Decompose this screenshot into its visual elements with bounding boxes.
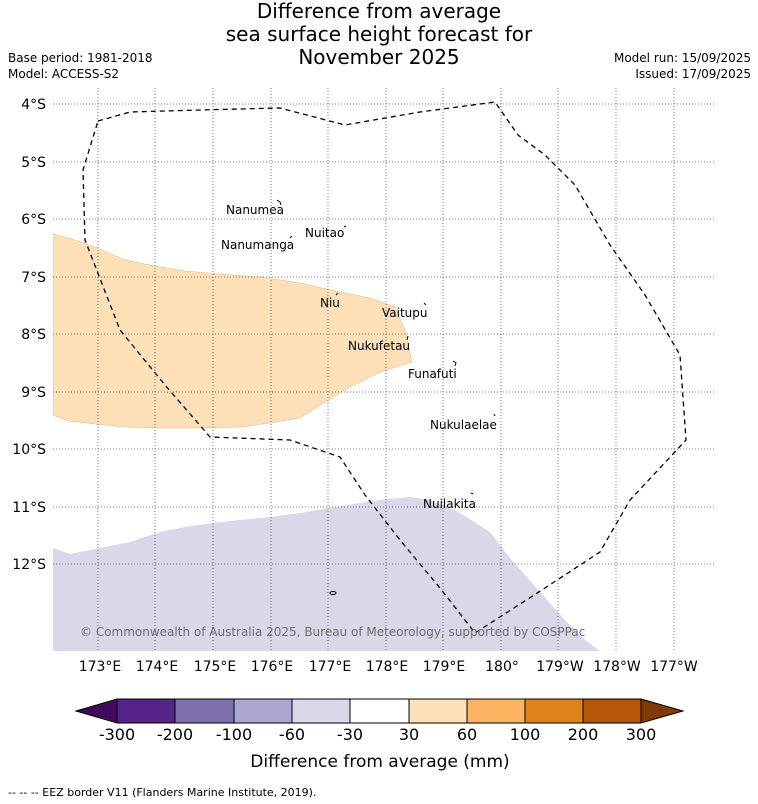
base-period: Base period: 1981-2018 bbox=[8, 51, 153, 65]
place-nukufetau: Nukufetau bbox=[348, 339, 410, 353]
longitude-labels: 173°E 174°E 175°E 176°E 177°E 178°E 179°… bbox=[79, 659, 698, 675]
lat-label-8s: 8°S bbox=[21, 327, 46, 343]
meta-left: Base period: 1981-2018 Model: ACCESS-S2 bbox=[8, 50, 153, 82]
place-funafuti: Funafuti bbox=[408, 367, 457, 381]
colorbar-bin bbox=[524, 698, 584, 724]
lon-label-173e: 173°E bbox=[79, 659, 122, 675]
colorbar: -300 -200 -100 -60 -30 30 60 100 200 300… bbox=[74, 698, 685, 772]
colorbar-tick: 300 bbox=[626, 725, 657, 744]
latitude-labels: 4°S 5°S 6°S 7°S 8°S 9°S 10°S 11°S 12°S bbox=[12, 97, 46, 573]
colorbar-bin bbox=[233, 698, 293, 724]
place-labels: Nanumea Nuitao Nanumanga Niu Vaitupu Nuk… bbox=[221, 203, 497, 511]
place-nukulaelae: Nukulaelae bbox=[430, 418, 497, 432]
colorbar-tick: 30 bbox=[399, 725, 419, 744]
colorbar-tick: 60 bbox=[457, 725, 477, 744]
gridlines bbox=[53, 88, 714, 651]
lon-label-178w: 178°W bbox=[593, 659, 641, 675]
colorbar-tick: -300 bbox=[99, 725, 135, 744]
lat-label-4s: 4°S bbox=[21, 97, 46, 113]
lon-label-178e: 178°E bbox=[366, 659, 409, 675]
place-niu: Niu bbox=[320, 296, 340, 310]
place-nuitao: Nuitao bbox=[305, 226, 344, 240]
eez-footnote: -- -- -- EEZ border V11 (Flanders Marine… bbox=[8, 786, 317, 799]
lon-label-179e: 179°E bbox=[423, 659, 466, 675]
colorbar-bin bbox=[116, 698, 176, 724]
colorbar-bin bbox=[174, 698, 235, 724]
island-niu bbox=[335, 292, 339, 296]
lon-label-177w: 177°W bbox=[650, 659, 698, 675]
colorbar-bin bbox=[582, 698, 642, 724]
colorbar-tick: -60 bbox=[279, 725, 305, 744]
lon-label-176e: 176°E bbox=[251, 659, 294, 675]
map-title: Difference from average sea surface heig… bbox=[0, 0, 758, 69]
model-name: Model: ACCESS-S2 bbox=[8, 67, 120, 81]
colorbar-tick: 200 bbox=[568, 725, 599, 744]
island-vaitupu bbox=[423, 302, 427, 306]
colorbar-tick: -30 bbox=[337, 725, 363, 744]
title-line-3: November 2025 bbox=[298, 45, 460, 69]
colorbar-label: Difference from average (mm) bbox=[250, 752, 509, 772]
colorbar-bin bbox=[291, 698, 351, 724]
colorbar-tick: -100 bbox=[216, 725, 252, 744]
island-nanumanga bbox=[289, 235, 293, 239]
lon-label-180: 180° bbox=[485, 659, 519, 675]
island-nanumea bbox=[276, 199, 282, 206]
colorbar-bin bbox=[349, 698, 410, 724]
lon-label-177e: 177°E bbox=[309, 659, 352, 675]
place-nuilakita: Nuilakita bbox=[423, 497, 476, 511]
island-small bbox=[329, 591, 337, 595]
island-nukufetau bbox=[406, 335, 409, 341]
map-area: Nanumea Nuitao Nanumanga Niu Vaitupu Nuk… bbox=[53, 88, 714, 651]
lat-label-10s: 10°S bbox=[12, 442, 46, 458]
colorbar-min-extend bbox=[74, 698, 118, 724]
colorbar-bin bbox=[466, 698, 526, 724]
island-nuitao bbox=[343, 225, 347, 228]
islands bbox=[276, 199, 496, 595]
place-nanumea: Nanumea bbox=[226, 203, 284, 217]
colorbar-tick: -200 bbox=[157, 725, 193, 744]
model-run: Model run: 15/09/2025 bbox=[613, 51, 751, 65]
lon-label-174e: 174°E bbox=[136, 659, 179, 675]
lat-label-5s: 5°S bbox=[21, 155, 46, 171]
lon-label-179w: 179°W bbox=[536, 659, 584, 675]
meta-right: Model run: 15/09/2025 Issued: 17/09/2025 bbox=[614, 50, 751, 82]
positive-anomaly-area bbox=[53, 233, 413, 429]
lat-label-12s: 12°S bbox=[12, 557, 46, 573]
negative-anomaly-area bbox=[53, 497, 600, 651]
title-line-2: sea surface height forecast for bbox=[225, 22, 533, 46]
island-nuilakita bbox=[470, 492, 474, 495]
lat-label-11s: 11°S bbox=[12, 500, 46, 516]
lat-label-7s: 7°S bbox=[21, 270, 46, 286]
issued-date: Issued: 17/09/2025 bbox=[635, 67, 751, 81]
place-nanumanga: Nanumanga bbox=[221, 238, 294, 252]
island-funafuti bbox=[452, 360, 457, 367]
copyright-note: © Commonwealth of Australia 2025, Bureau… bbox=[80, 625, 585, 639]
colorbar-tick: 100 bbox=[510, 725, 541, 744]
lat-label-6s: 6°S bbox=[21, 212, 46, 228]
title-line-1: Difference from average bbox=[256, 0, 502, 23]
lat-label-9s: 9°S bbox=[21, 385, 46, 401]
colorbar-bin bbox=[408, 698, 468, 724]
eez-border bbox=[82, 101, 687, 634]
island-nukulaelae bbox=[493, 413, 496, 417]
place-vaitupu: Vaitupu bbox=[382, 306, 428, 320]
lon-label-175e: 175°E bbox=[194, 659, 237, 675]
colorbar-max-extend bbox=[640, 698, 685, 724]
